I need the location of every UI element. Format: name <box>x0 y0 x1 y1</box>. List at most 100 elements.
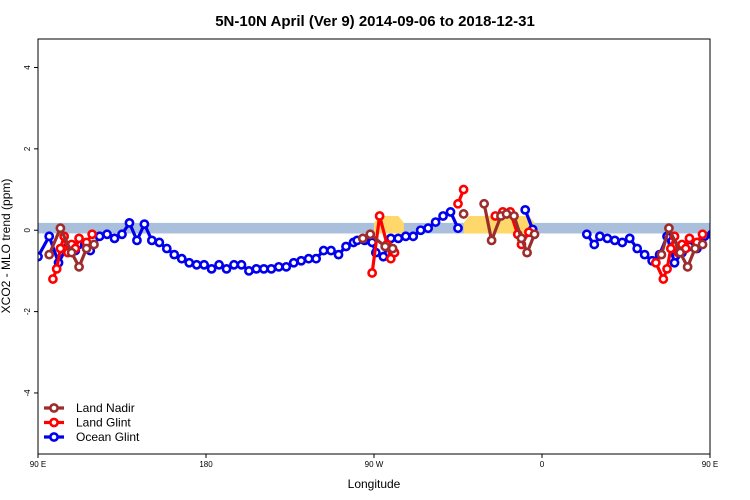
data-point <box>154 237 165 248</box>
data-point <box>723 231 730 238</box>
data-point <box>380 241 391 252</box>
data-point <box>48 274 58 284</box>
legend-label: Land Glint <box>76 416 131 430</box>
legend-marker <box>49 403 59 413</box>
data-point <box>617 237 628 248</box>
data-point <box>251 263 262 274</box>
data-point <box>244 266 254 276</box>
data-point <box>117 229 127 240</box>
data-point <box>656 249 667 260</box>
data-point <box>581 229 592 240</box>
data-point <box>589 239 600 250</box>
data-point <box>333 249 344 260</box>
x-axis: 90 E 180 90 W 0 90 E <box>30 454 718 469</box>
data-point <box>199 259 210 270</box>
x-tick-label: 180 <box>199 460 213 469</box>
data-point <box>55 243 66 254</box>
data-point <box>81 243 92 254</box>
y-tick-label: -4 <box>23 389 32 397</box>
data-point <box>716 235 723 242</box>
data-point <box>184 257 195 268</box>
data-point <box>520 204 531 215</box>
data-point <box>669 257 680 268</box>
data-point <box>662 263 672 274</box>
data-point <box>697 229 708 240</box>
data-point <box>453 198 463 209</box>
data-point <box>288 257 299 268</box>
data-point <box>486 235 497 246</box>
data-point <box>258 263 269 274</box>
data-point <box>176 253 187 264</box>
y-tick-label: 0 <box>23 227 32 232</box>
data-point <box>281 261 292 272</box>
data-point <box>74 261 84 272</box>
legend-label: Land Nadir <box>76 401 135 415</box>
data-point <box>102 229 112 240</box>
x-tick-label: 90 W <box>365 460 384 469</box>
data-point <box>109 233 120 244</box>
data-point <box>738 237 745 244</box>
data-point <box>374 211 385 221</box>
chart-title: 5N-10N April (Ver 9) 2014-09-06 to 2018-… <box>215 13 535 30</box>
data-point <box>697 239 708 250</box>
x-axis-label: Longitude <box>348 477 401 491</box>
data-point <box>132 235 142 246</box>
y-tick-label: 4 <box>23 65 32 70</box>
y-axis: -4 -2 0 2 4 <box>23 65 38 397</box>
data-point <box>639 249 650 260</box>
data-point <box>400 231 411 242</box>
data-point <box>44 249 55 260</box>
data-point <box>357 233 368 244</box>
data-point <box>408 231 419 242</box>
data-point <box>516 233 527 244</box>
data-point <box>51 263 62 274</box>
y-tick-label: 2 <box>23 146 32 151</box>
legend-label: Ocean Glint <box>76 430 140 444</box>
data-point <box>273 261 284 272</box>
data-point <box>318 245 329 256</box>
data-point <box>124 218 135 228</box>
data-point <box>74 233 84 244</box>
data-point <box>682 261 693 272</box>
data-point <box>684 233 695 244</box>
data-point <box>378 251 389 262</box>
data-point <box>479 198 490 209</box>
data-point <box>266 263 277 274</box>
data-point <box>139 219 150 230</box>
data-point <box>529 229 540 240</box>
data-point <box>326 245 336 256</box>
data-point <box>624 233 635 244</box>
data-point <box>423 223 434 234</box>
data-point <box>650 257 661 268</box>
y-axis-label: XCO2 - MLO trend (ppm) <box>0 179 13 314</box>
data-point <box>146 235 157 246</box>
data-point <box>221 263 232 274</box>
data-point <box>458 184 469 195</box>
data-point <box>161 243 172 254</box>
data-point <box>453 223 463 234</box>
data-point <box>602 233 613 244</box>
data-point <box>445 207 456 217</box>
data-point <box>438 211 448 221</box>
data-point <box>658 274 669 284</box>
data-point <box>690 243 700 254</box>
x-tick-label: 0 <box>540 460 545 469</box>
data-point <box>87 229 98 240</box>
data-point <box>44 231 55 242</box>
data-point <box>367 268 378 278</box>
data-point <box>206 263 217 274</box>
plot-area <box>38 184 745 284</box>
data-point <box>229 259 239 270</box>
legend-marker <box>49 432 59 442</box>
data-point <box>311 253 322 264</box>
data-point <box>169 249 180 260</box>
data-point <box>296 255 307 266</box>
data-point <box>664 223 674 234</box>
data-point <box>191 259 202 270</box>
data-point <box>393 233 404 244</box>
data-point <box>706 229 710 239</box>
legend-marker <box>49 417 59 428</box>
data-point <box>594 231 605 242</box>
